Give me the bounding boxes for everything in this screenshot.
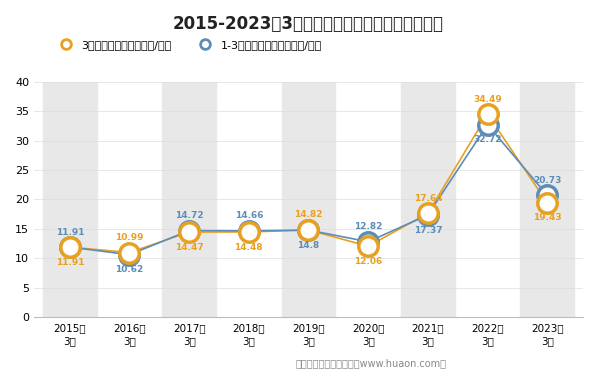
Text: 10.99: 10.99 [115,233,144,242]
Text: 14.72: 14.72 [175,211,203,220]
Title: 2015-2023年3月上海期货交易所锡期货成交均价: 2015-2023年3月上海期货交易所锡期货成交均价 [173,15,444,33]
Text: 14.82: 14.82 [294,211,323,219]
Legend: 3月期货成交均价（万元/手）, 1-3月期货成交均价（万元/手）: 3月期货成交均价（万元/手）, 1-3月期货成交均价（万元/手） [50,36,327,55]
Text: 制图：华经产业研究院（www.huaon.com）: 制图：华经产业研究院（www.huaon.com） [295,358,446,368]
Text: 14.66: 14.66 [234,211,263,220]
Text: 12.82: 12.82 [354,222,382,231]
Bar [401,82,454,317]
Text: 17.37: 17.37 [414,226,442,235]
Text: 11.91: 11.91 [56,227,84,237]
Text: 17.64: 17.64 [414,194,442,203]
Bar [162,82,216,317]
Text: 11.91: 11.91 [56,258,84,267]
Text: 20.73: 20.73 [533,176,562,185]
Text: 12.06: 12.06 [354,257,382,266]
Text: 14.48: 14.48 [234,243,263,252]
Text: 19.43: 19.43 [533,214,562,223]
Text: 32.72: 32.72 [473,135,502,144]
Text: 34.49: 34.49 [473,95,502,104]
Bar [520,82,574,317]
Text: 14.47: 14.47 [175,243,203,252]
Bar [43,82,97,317]
Text: 10.62: 10.62 [115,265,144,274]
Bar [282,82,335,317]
Text: 14.8: 14.8 [297,241,319,250]
